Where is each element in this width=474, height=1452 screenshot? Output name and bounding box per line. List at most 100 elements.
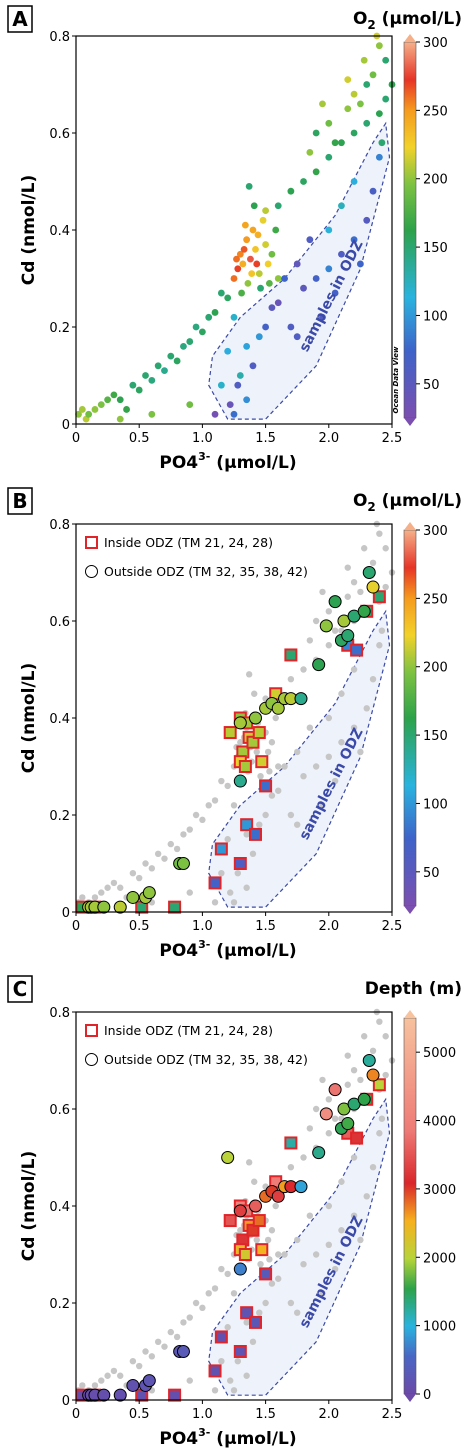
inside-odz-point [168,1388,182,1402]
colorbar-tick-label: 300 [423,524,448,539]
background-point [91,1382,99,1389]
legend-label: Inside ODZ (TM 21, 24, 28) [104,1023,273,1038]
background-point [227,889,234,896]
background-point [224,1324,231,1331]
data-point [325,226,333,234]
background-point [287,1299,295,1307]
colorbar-label: O2 (µmol/L) [353,491,462,514]
outside-odz-point [362,1054,376,1067]
background-point [325,714,332,722]
data-point [217,381,225,389]
background-point [268,739,276,746]
legend-square-icon [85,536,98,549]
outside-odz-point [248,1199,262,1213]
background-point [142,1348,149,1355]
background-point [117,884,124,891]
background-point [300,1261,307,1268]
data-point [344,105,352,113]
data-point [247,255,254,263]
x-tick-label: 1.5 [255,919,276,934]
y-tick-label: 0.6 [49,615,70,630]
inside-odz-point [372,1078,386,1092]
colorbar-tick-label: 200 [423,661,448,676]
background-point [300,773,307,780]
panel-label-box [7,975,33,1003]
background-point [264,1236,272,1244]
colorbar-tick-label: 150 [423,241,448,256]
data-point [287,323,295,331]
y-tick-label: 0.4 [49,224,70,239]
legend-square-icon [85,1024,98,1037]
data-point [264,260,272,268]
outside-odz-point [357,1092,371,1106]
colorbar-tick-label: 100 [423,309,448,324]
background-point [192,811,200,819]
data-point [312,129,320,137]
data-point [325,265,333,273]
background-point [186,889,193,896]
data-point [234,381,242,389]
y-tick-label: 0 [62,418,70,433]
background-point [161,1343,168,1350]
x-tick-label: 1.0 [192,431,213,446]
inside-odz-point [284,648,298,662]
background-point [136,874,143,882]
outside-odz-point [271,1189,285,1203]
background-point [234,870,241,877]
data-point [325,153,333,161]
background-point [192,1299,200,1307]
data-point [252,246,259,253]
data-point [268,304,276,311]
background-point [98,1377,105,1384]
colorbar-label: O2 (µmol/L) [353,9,462,32]
data-point [382,56,390,64]
background-point [369,1164,377,1171]
x-tick-label: 1.5 [255,431,276,446]
colorbar [403,1017,417,1395]
data-point [274,202,282,210]
y-tick-label: 0.4 [49,1200,70,1215]
colorbar-extend-top [404,34,416,42]
data-point [110,391,118,399]
data-point [230,410,238,418]
outside-odz-point [341,629,355,643]
background-point [306,724,314,731]
data-point [255,333,263,341]
background-point [224,836,231,843]
data-point [357,100,364,108]
background-point [369,676,377,683]
background-point [199,816,206,824]
background-point [243,831,250,838]
data-point [245,182,253,190]
inside-odz-point [223,726,237,740]
background-point [357,1076,364,1084]
background-point [110,879,118,887]
background-point [325,642,332,649]
background-point [287,676,295,683]
background-point [136,1362,143,1370]
x-axis-label: PO43- (µmol/L) [159,1426,296,1449]
background-point [369,1047,377,1055]
data-point [78,406,86,413]
colorbar-tick-label: 250 [423,592,448,607]
data-point [226,401,234,408]
data-point [205,313,213,321]
x-tick-label: 2.5 [382,919,403,934]
background-point [275,787,282,794]
inside-odz-point [248,827,262,841]
data-point [129,381,137,389]
data-point [236,250,244,258]
data-point [234,265,242,273]
outside-odz-point [233,1262,247,1276]
outside-odz-point [341,1117,355,1131]
data-point [350,236,358,244]
y-tick-label: 0.2 [49,1297,70,1312]
background-point [256,821,263,828]
background-point [338,1227,345,1234]
data-point [116,415,124,423]
x-tick-label: 0 [72,1407,80,1422]
data-point [116,396,124,404]
y-tick-label: 0.8 [49,1006,70,1021]
outside-odz-point [366,1068,380,1082]
background-point [243,884,250,891]
